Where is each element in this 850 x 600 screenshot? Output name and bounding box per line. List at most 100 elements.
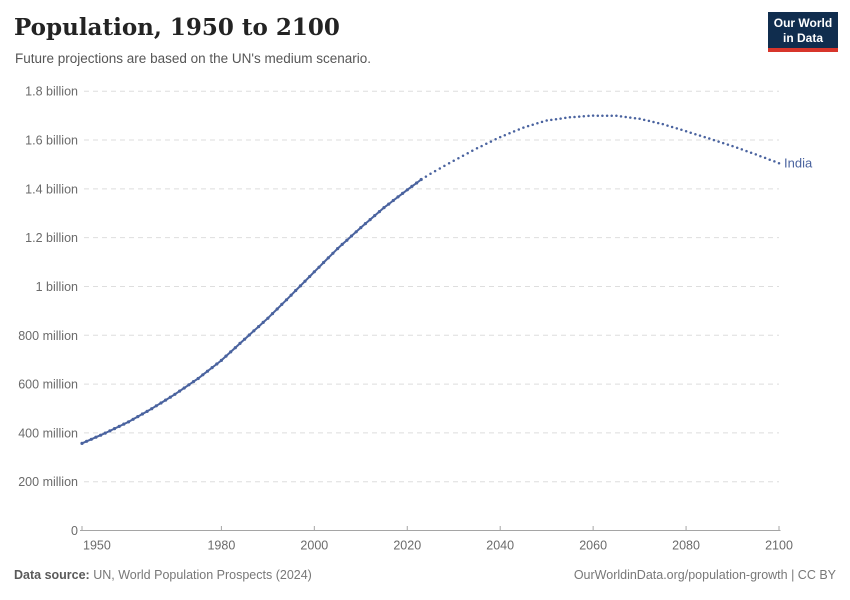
data-point-marker	[354, 230, 358, 234]
projection-dot	[536, 122, 539, 125]
data-point-marker	[401, 191, 405, 195]
data-point-marker	[229, 350, 233, 354]
data-point-marker	[284, 298, 289, 302]
data-point-marker	[280, 302, 284, 306]
projection-dot	[745, 149, 748, 153]
data-point-marker	[336, 247, 340, 251]
data-point-marker	[168, 395, 172, 399]
projection-dot	[550, 118, 553, 122]
projection-dot	[554, 117, 558, 121]
projection-dot	[652, 120, 655, 124]
projection-dot	[647, 119, 651, 123]
projection-dot	[591, 114, 595, 117]
projection-dot	[721, 141, 725, 145]
chart-subtitle: Future projections are based on the UN's…	[15, 51, 372, 66]
data-point-marker	[298, 284, 302, 288]
data-point-marker	[131, 417, 135, 421]
projection-dot	[726, 143, 730, 146]
data-point-marker	[396, 195, 400, 199]
owid-logo-line2: in Data	[782, 30, 823, 45]
projection-dot	[624, 115, 627, 119]
projection-dot	[447, 162, 451, 165]
projection-dot	[503, 133, 507, 137]
projection-dot	[689, 131, 692, 134]
data-point-marker	[117, 424, 121, 428]
projection-dot	[489, 140, 493, 143]
projection-dot	[540, 120, 544, 124]
footer-citation-link[interactable]: OurWorldinData.org/population-growth | C…	[573, 568, 836, 582]
data-point-marker	[349, 234, 354, 238]
projection-dot	[424, 175, 428, 178]
data-point-marker	[410, 184, 414, 188]
data-point-marker	[405, 188, 409, 192]
owid-logo[interactable]: Our World in Data	[768, 12, 838, 52]
projection-dot	[433, 169, 437, 173]
data-point-marker	[377, 210, 381, 214]
projection-dot	[522, 126, 525, 129]
data-point-marker	[382, 206, 386, 210]
x-axis-tick-label: 2020	[393, 539, 421, 553]
projection-dot	[684, 129, 688, 133]
x-axis-tick-label: 1980	[207, 539, 235, 553]
data-point-marker	[182, 386, 186, 390]
projection-dot	[596, 114, 600, 117]
x-axis-tick-label: 2060	[579, 539, 607, 553]
data-point-marker	[85, 439, 89, 443]
data-point-marker	[103, 431, 107, 435]
x-axis-tick-label: 1950	[83, 539, 111, 553]
projection-dot	[754, 153, 758, 156]
projection-dot	[508, 132, 511, 135]
data-point-marker	[201, 373, 205, 377]
y-axis-tick-label: 0	[71, 524, 78, 538]
projection-dot	[666, 124, 669, 127]
data-point-marker	[150, 407, 154, 411]
y-axis-tick-label: 1.2 billion	[25, 231, 78, 245]
data-point-marker	[145, 409, 149, 413]
projection-dot	[577, 115, 581, 118]
projection-dot	[759, 154, 762, 158]
y-axis-tick-label: 200 million	[18, 475, 78, 489]
data-point-marker	[294, 288, 298, 293]
projection-dot	[629, 116, 632, 119]
data-point-marker	[261, 320, 265, 324]
projection-dot	[740, 148, 744, 151]
data-point-marker	[345, 238, 349, 242]
owid-logo-line1: Our World	[773, 16, 833, 30]
data-point-marker	[368, 218, 372, 222]
projection-dot	[619, 115, 623, 118]
projection-dot	[749, 151, 753, 155]
projection-dot	[656, 121, 660, 125]
data-point-marker	[89, 437, 93, 441]
data-point-marker	[233, 346, 237, 350]
projection-dot	[475, 147, 479, 150]
y-axis-tick-label: 1.6 billion	[25, 134, 78, 148]
projection-dot	[526, 124, 530, 128]
projection-dot	[531, 123, 534, 126]
data-point-marker	[387, 202, 391, 206]
projection-dot	[638, 117, 641, 121]
data-point-marker	[187, 383, 191, 387]
data-point-marker	[173, 392, 177, 396]
data-point-marker	[80, 441, 84, 445]
x-axis-tick-label: 2100	[765, 539, 793, 553]
projection-dot	[703, 135, 706, 139]
data-point-marker	[164, 398, 168, 402]
data-point-marker	[373, 214, 377, 218]
projection-dot	[471, 149, 474, 153]
projection-dot	[633, 116, 637, 120]
data-source-label: Data source:	[14, 568, 90, 582]
data-source-text: UN, World Population Prospects (2024)	[93, 568, 312, 582]
x-axis-tick-label: 2000	[300, 539, 328, 553]
projection-dot	[480, 144, 483, 148]
data-point-marker	[154, 404, 158, 408]
data-point-marker	[238, 341, 242, 345]
projection-dot	[438, 167, 442, 170]
data-point-marker	[247, 333, 251, 337]
projection-dot	[768, 158, 771, 161]
projection-dot	[642, 118, 646, 122]
projection-dot	[443, 164, 446, 168]
projection-dot	[517, 128, 521, 131]
population-line-chart[interactable]: 0 200 million 400 million 600 million 800 mi…	[0, 0, 850, 560]
data-point-marker	[219, 358, 223, 362]
